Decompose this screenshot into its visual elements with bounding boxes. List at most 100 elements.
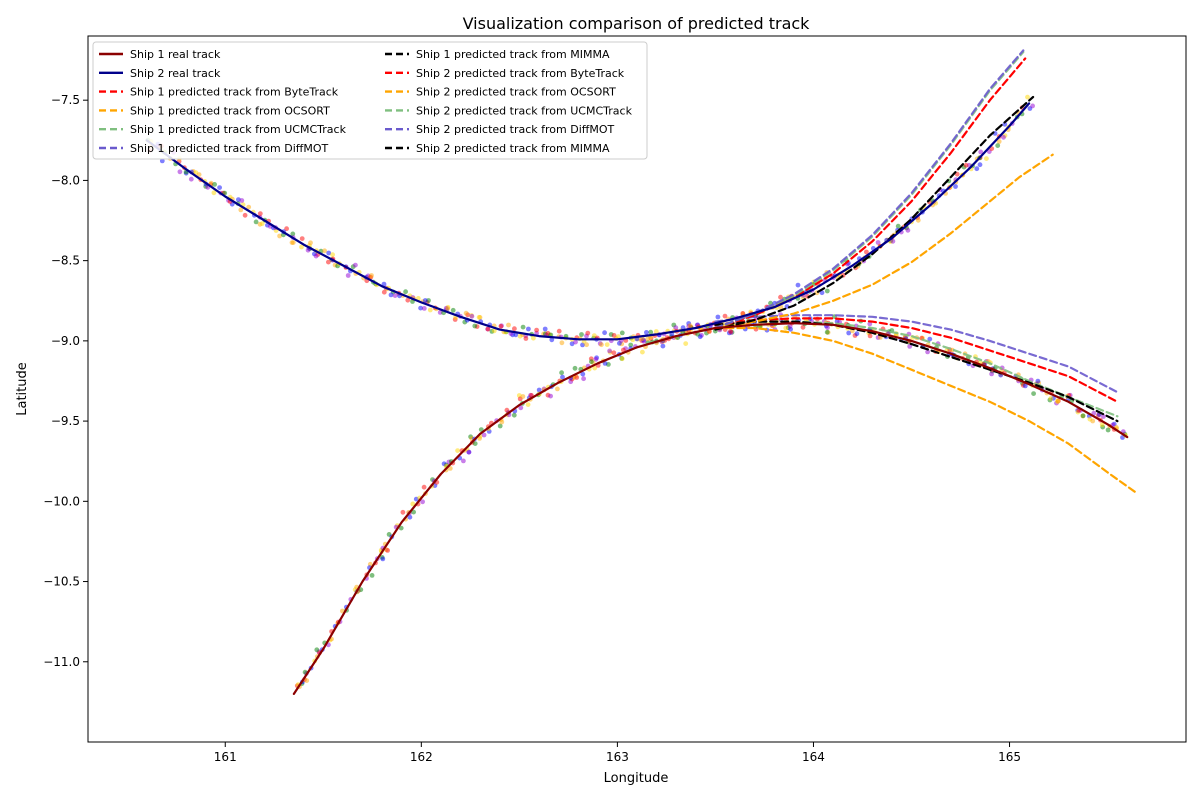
noise-point [420, 499, 425, 505]
noise-point [277, 233, 282, 239]
noise-point [645, 336, 651, 342]
noise-point [159, 158, 165, 164]
legend-entry-label: Ship 2 predicted track from MIMMA [416, 142, 610, 155]
noise-point [450, 307, 456, 313]
noise-point [864, 249, 869, 255]
noise-point [481, 432, 487, 438]
x-tick-label: 164 [802, 750, 825, 764]
noise-point [188, 176, 194, 182]
noise-point [607, 348, 612, 354]
noise-point [989, 371, 994, 377]
noise-point [604, 342, 610, 347]
noise-point [580, 342, 585, 348]
noise-point [1030, 103, 1035, 109]
noise-point [512, 326, 517, 332]
noise-point [422, 298, 428, 303]
noise-point [513, 332, 519, 338]
noise-point [715, 314, 721, 320]
noise-point [660, 343, 666, 349]
noise-point [687, 323, 693, 329]
noise-point [499, 419, 505, 425]
noise-point [345, 273, 351, 278]
noise-point [326, 259, 331, 265]
noise-point [427, 307, 433, 313]
noise-point [259, 221, 265, 227]
noise-point [1035, 378, 1041, 384]
noise-point [628, 342, 634, 348]
noise-point [418, 305, 423, 311]
series-line-2 [145, 102, 1031, 341]
noise-point [824, 288, 830, 294]
noise-point [722, 313, 728, 319]
noise-point [611, 350, 617, 356]
legend-box [92, 41, 648, 160]
noise-point [927, 336, 933, 342]
noise-point [846, 330, 852, 336]
noise-point [953, 184, 958, 189]
noise-point [305, 247, 311, 253]
noise-point [619, 356, 625, 362]
noise-point [523, 336, 529, 341]
noise-point [476, 314, 482, 320]
noise-point [403, 289, 408, 295]
noise-point [1022, 383, 1028, 389]
noise-point [253, 219, 259, 225]
noise-point [653, 329, 659, 334]
noise-point [996, 139, 1002, 144]
noise-point [795, 282, 801, 288]
noise-point [728, 329, 733, 334]
noise-point [673, 325, 679, 331]
x-tick-label: 161 [214, 750, 237, 764]
legend-entry-label: Ship 2 predicted track from ByteTrack [416, 67, 625, 80]
noise-point [246, 204, 252, 210]
noise-point [239, 198, 245, 203]
y-tick-label: −9.0 [51, 334, 80, 348]
legend-entry-label: Ship 1 predicted track from OCSORT [130, 104, 330, 117]
noise-point [289, 240, 295, 246]
noise-point [284, 226, 289, 232]
noise-point [421, 306, 427, 311]
noise-point [330, 252, 335, 258]
noise-point [506, 322, 511, 328]
noise-point [525, 402, 531, 407]
noise-point [534, 327, 539, 333]
noise-point [407, 514, 413, 520]
noise-point [581, 376, 586, 382]
noise-point [1001, 134, 1006, 140]
noise-point [974, 166, 980, 172]
noise-point [819, 290, 825, 296]
noise-point [388, 292, 394, 298]
noise-point [905, 227, 911, 233]
noise-point [602, 330, 607, 336]
noise-point [556, 328, 562, 334]
noise-point [177, 169, 183, 175]
noise-point [560, 374, 565, 380]
noise-point [895, 223, 901, 229]
noise-point [648, 329, 654, 335]
noise-point [867, 321, 873, 327]
legend-entry-label: Ship 1 predicted track from UCMCTrack [130, 123, 347, 136]
chart-title: Visualization comparison of predicted tr… [463, 14, 811, 33]
noise-point [504, 407, 510, 413]
noise-point [491, 328, 497, 334]
noise-point [405, 297, 411, 303]
series-line-12 [714, 95, 1035, 331]
noise-point [461, 458, 466, 464]
y-tick-label: −9.5 [51, 414, 80, 428]
noise-point [211, 190, 217, 196]
noise-point [369, 273, 374, 278]
noise-point [602, 361, 608, 366]
noise-point [1080, 413, 1086, 419]
noise-point [555, 386, 560, 392]
noise-point [890, 238, 896, 244]
noise-point [1002, 121, 1008, 127]
noise-point [644, 330, 649, 335]
y-tick-label: −8.0 [51, 173, 80, 187]
noise-point [783, 325, 789, 331]
noise-point [875, 240, 881, 245]
noise-point [526, 326, 531, 332]
y-tick-label: −10.5 [43, 575, 80, 589]
y-tick-label: −10.0 [43, 494, 80, 508]
noise-point [410, 501, 416, 507]
noise-point [683, 341, 689, 346]
